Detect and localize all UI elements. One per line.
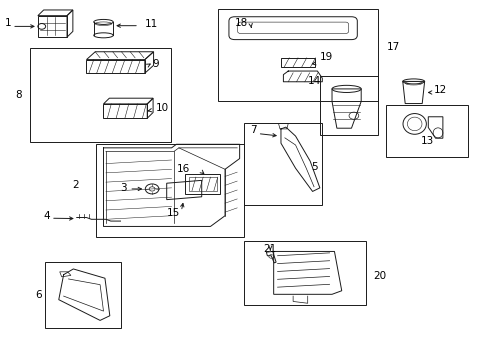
Text: 12: 12 [433, 85, 447, 95]
Text: 6: 6 [35, 290, 41, 300]
Bar [281, 58, 314, 67]
Bar [385, 105, 467, 157]
Text: 3: 3 [120, 183, 126, 193]
Text: 4: 4 [43, 211, 50, 221]
Text: 11: 11 [144, 18, 158, 28]
Bar [30, 48, 170, 143]
Bar [45, 262, 120, 328]
Text: 16: 16 [177, 164, 190, 174]
Text: 10: 10 [156, 103, 169, 113]
Text: 17: 17 [386, 42, 399, 52]
Text: 20: 20 [372, 271, 386, 282]
Text: 7: 7 [250, 125, 257, 135]
Bar [319, 76, 377, 135]
Bar [96, 144, 244, 237]
Text: 21: 21 [263, 244, 276, 253]
Text: 8: 8 [15, 90, 22, 100]
Text: 15: 15 [166, 208, 180, 218]
Bar [243, 123, 322, 205]
Text: 2: 2 [72, 180, 79, 190]
Text: 19: 19 [319, 53, 332, 63]
Text: 9: 9 [152, 59, 159, 69]
Text: 14: 14 [307, 76, 321, 86]
Text: 13: 13 [420, 136, 433, 147]
Text: 5: 5 [310, 162, 317, 172]
Text: 18: 18 [235, 18, 248, 28]
Text: 1: 1 [4, 18, 11, 28]
Bar [217, 9, 377, 102]
Bar [244, 241, 366, 305]
